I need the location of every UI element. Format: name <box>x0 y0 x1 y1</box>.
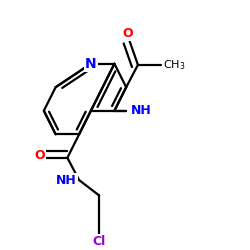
Text: NH: NH <box>131 104 152 117</box>
Text: O: O <box>34 149 45 162</box>
Text: NH: NH <box>56 174 77 187</box>
Text: Cl: Cl <box>92 236 106 248</box>
Text: CH$_3$: CH$_3$ <box>163 58 185 72</box>
Text: N: N <box>85 57 97 71</box>
Text: O: O <box>122 27 133 40</box>
